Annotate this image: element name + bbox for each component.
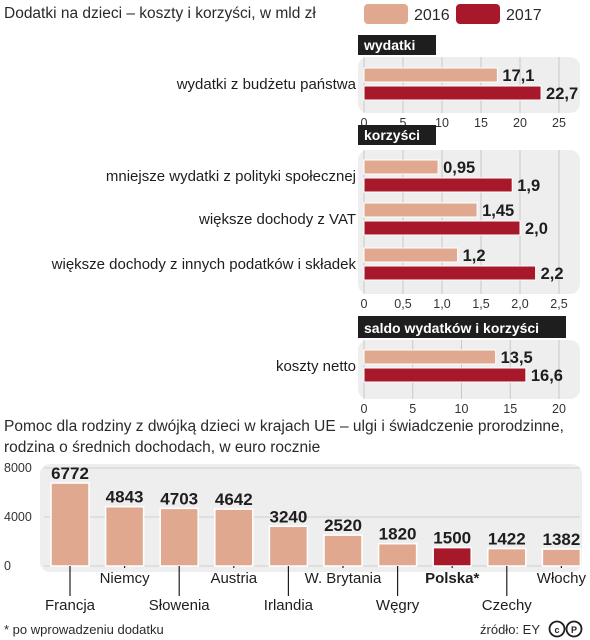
axis-tick-label: 0 [361,116,368,130]
bar [323,534,363,567]
value-label: 1,45 [482,202,514,220]
category-label: koszty netto [276,358,356,375]
value-label: 2,2 [541,265,564,283]
value-label: 4642 [215,490,253,509]
bar [159,507,199,567]
cc-by-icon: c P [548,620,583,638]
value-label: 1820 [379,525,417,544]
bar [268,525,309,567]
axis-tick-label: 10 [455,402,469,416]
bar [377,542,418,567]
bar-2017 [363,265,537,281]
value-label: 13,5 [501,349,533,367]
value-label: 1,2 [463,247,486,265]
value-label: 22,7 [546,85,578,103]
bar-2017 [363,177,513,193]
category-label: Francja [45,597,96,614]
axis-tick-label: 15 [503,402,517,416]
axis-tick-label: 0,5 [394,297,411,311]
value-label: 1500 [433,529,471,548]
category-label: W. Brytania [305,570,382,587]
bar-2017 [363,367,527,383]
main-title: Dodatki na dzieci – koszty i korzyści, w… [4,5,316,22]
legend-label-2017: 2017 [506,7,542,24]
section-header-label: wydatki [363,37,415,53]
axis-tick-label: 0 [361,297,368,311]
value-label: 6772 [51,464,89,483]
value-label: 4843 [106,488,144,507]
bar-2016 [363,202,478,218]
bottom-title-line-1: Pomoc dla rodziny z dwójką dzieci w kraj… [4,418,564,435]
legend-swatch-2016 [364,4,408,24]
bottom-title-line-2: rodzina o średnich dochodach, w euro roc… [4,439,320,456]
category-label: Niemcy [100,570,151,587]
footnote: * po wprowadzeniu dodatku [4,622,164,637]
category-label: wydatki z budżetu państwa [176,76,357,93]
bar-2016 [363,159,439,175]
bar-2016 [363,247,459,263]
category-label: mniejsze wydatki z polityki społecznej [106,168,356,185]
axis-tick-label: 1,5 [472,297,489,311]
category-label: Węgry [376,597,420,614]
axis-tick-label: 5 [400,116,407,130]
svg-text:c: c [554,625,559,635]
axis-tick-label: 0 [361,402,368,416]
bar [487,547,527,567]
axis-tick-label: 20 [513,116,527,130]
value-label: 1,9 [517,177,540,195]
source-label: źródło: EY [480,622,540,637]
value-label: 0,95 [443,159,475,177]
value-label: 2,0 [525,220,548,238]
category-label: Czechy [482,597,533,614]
y-tick-label: 8000 [4,461,32,475]
axis-tick-label: 15 [474,116,488,130]
value-label: 17,1 [502,67,534,85]
category-label: Polska* [425,570,479,587]
axis-tick-label: 25 [552,116,566,130]
bar-2017 [363,85,542,101]
section-header-bg [358,316,566,338]
section-header-label: saldo wydatków i korzyści [364,320,539,336]
bar [50,482,90,567]
svg-text:P: P [571,625,577,635]
value-label: 4703 [160,489,198,508]
legend-swatch-2017 [456,4,500,24]
category-label: większe dochody z innych podatków i skła… [51,256,357,273]
section-header-bg [358,125,436,145]
category-label: Słowenia [149,597,211,614]
bar-2017 [363,220,521,236]
axis-tick-label: 1,0 [433,297,450,311]
axis-tick-label: 5 [409,402,416,416]
axis-tick-label: 2,0 [511,297,528,311]
bar [541,548,582,567]
section-header-bg [358,35,436,55]
category-label: Włochy [537,570,587,587]
bar-2016 [363,349,497,365]
bar [104,505,145,567]
value-label: 16,6 [531,367,563,385]
section-header-label: korzyści [364,127,420,143]
value-label: 2520 [324,516,362,535]
axis-tick-label: 10 [435,116,449,130]
category-label: większe dochody z VAT [198,211,356,228]
category-label: Irlandia [264,597,314,614]
bar [432,546,472,567]
bar [214,508,254,567]
value-label: 1382 [542,530,580,549]
value-label: 3240 [269,507,307,526]
legend-label-2016: 2016 [414,7,450,24]
axis-tick-label: 2,5 [550,297,567,311]
y-tick-label: 4000 [4,510,32,524]
axis-tick-label: 20 [552,402,566,416]
y-tick-label: 0 [4,559,11,573]
bar-2016 [363,67,498,83]
value-label: 1422 [488,530,526,549]
category-label: Austria [210,570,257,587]
